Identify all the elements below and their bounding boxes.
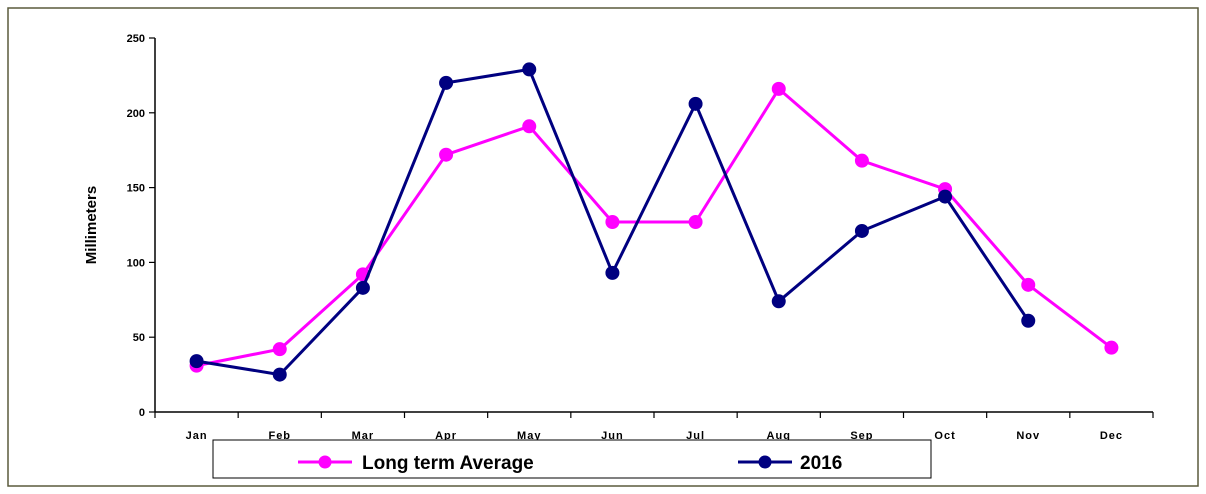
data-point [1021,313,1036,328]
x-tick-label: Feb [268,430,291,442]
data-point [1021,277,1036,292]
y-axis: 0 50 100 150 200 250 [127,33,156,419]
x-tick-label: Sep [850,430,873,442]
data-point [439,147,454,162]
y-tick-label: 200 [127,108,145,120]
series-layer [189,62,1119,382]
x-axis: Jan Feb Mar Apr May Jun Jul Aug Sep Oct Nov Dec [154,411,1154,442]
y-tick-label: 0 [139,407,145,419]
data-point [854,223,869,238]
data-point [272,367,287,382]
data-point [439,75,454,90]
series-line [196,87,1113,368]
data-point [854,153,869,168]
data-point [522,119,537,134]
x-tick-label: May [517,430,541,442]
x-tick-label: Aug [767,430,791,442]
x-tick-label: Jun [601,430,624,442]
series-1 [189,62,1036,382]
data-point [522,62,537,77]
y-axis-label: Millimeters [83,186,100,264]
data-point [688,96,703,111]
data-point [938,189,953,204]
x-tick-label: Apr [435,430,457,442]
legend-label: Long term Average [362,453,534,474]
y-tick-label: 50 [133,332,145,344]
legend-swatch-marker [318,455,332,469]
y-tick-label: 100 [127,257,145,269]
data-point [771,294,786,309]
legend: Long term Average 2016 [212,439,932,479]
data-point [355,280,370,295]
y-tick-label: 250 [127,33,145,45]
legend-swatch-marker [758,455,772,469]
x-tick-label: Dec [1100,430,1123,442]
legend-label: 2016 [800,453,842,474]
x-tick-label: Nov [1016,430,1040,442]
data-point [189,354,204,369]
x-tick-label: Jul [686,430,705,442]
data-point [1104,340,1119,355]
data-point [272,342,287,357]
x-tick-label: Mar [352,430,375,442]
x-tick-label: Oct [934,430,955,442]
legend-box [212,439,932,479]
data-point [771,81,786,96]
legend-item-0: Long term Average [298,453,534,474]
x-tick-label: Jan [186,430,208,442]
data-point [605,215,620,230]
legend-item-1: 2016 [738,453,842,474]
data-point [605,265,620,280]
y-tick-label: 150 [127,183,145,195]
data-point [688,215,703,230]
